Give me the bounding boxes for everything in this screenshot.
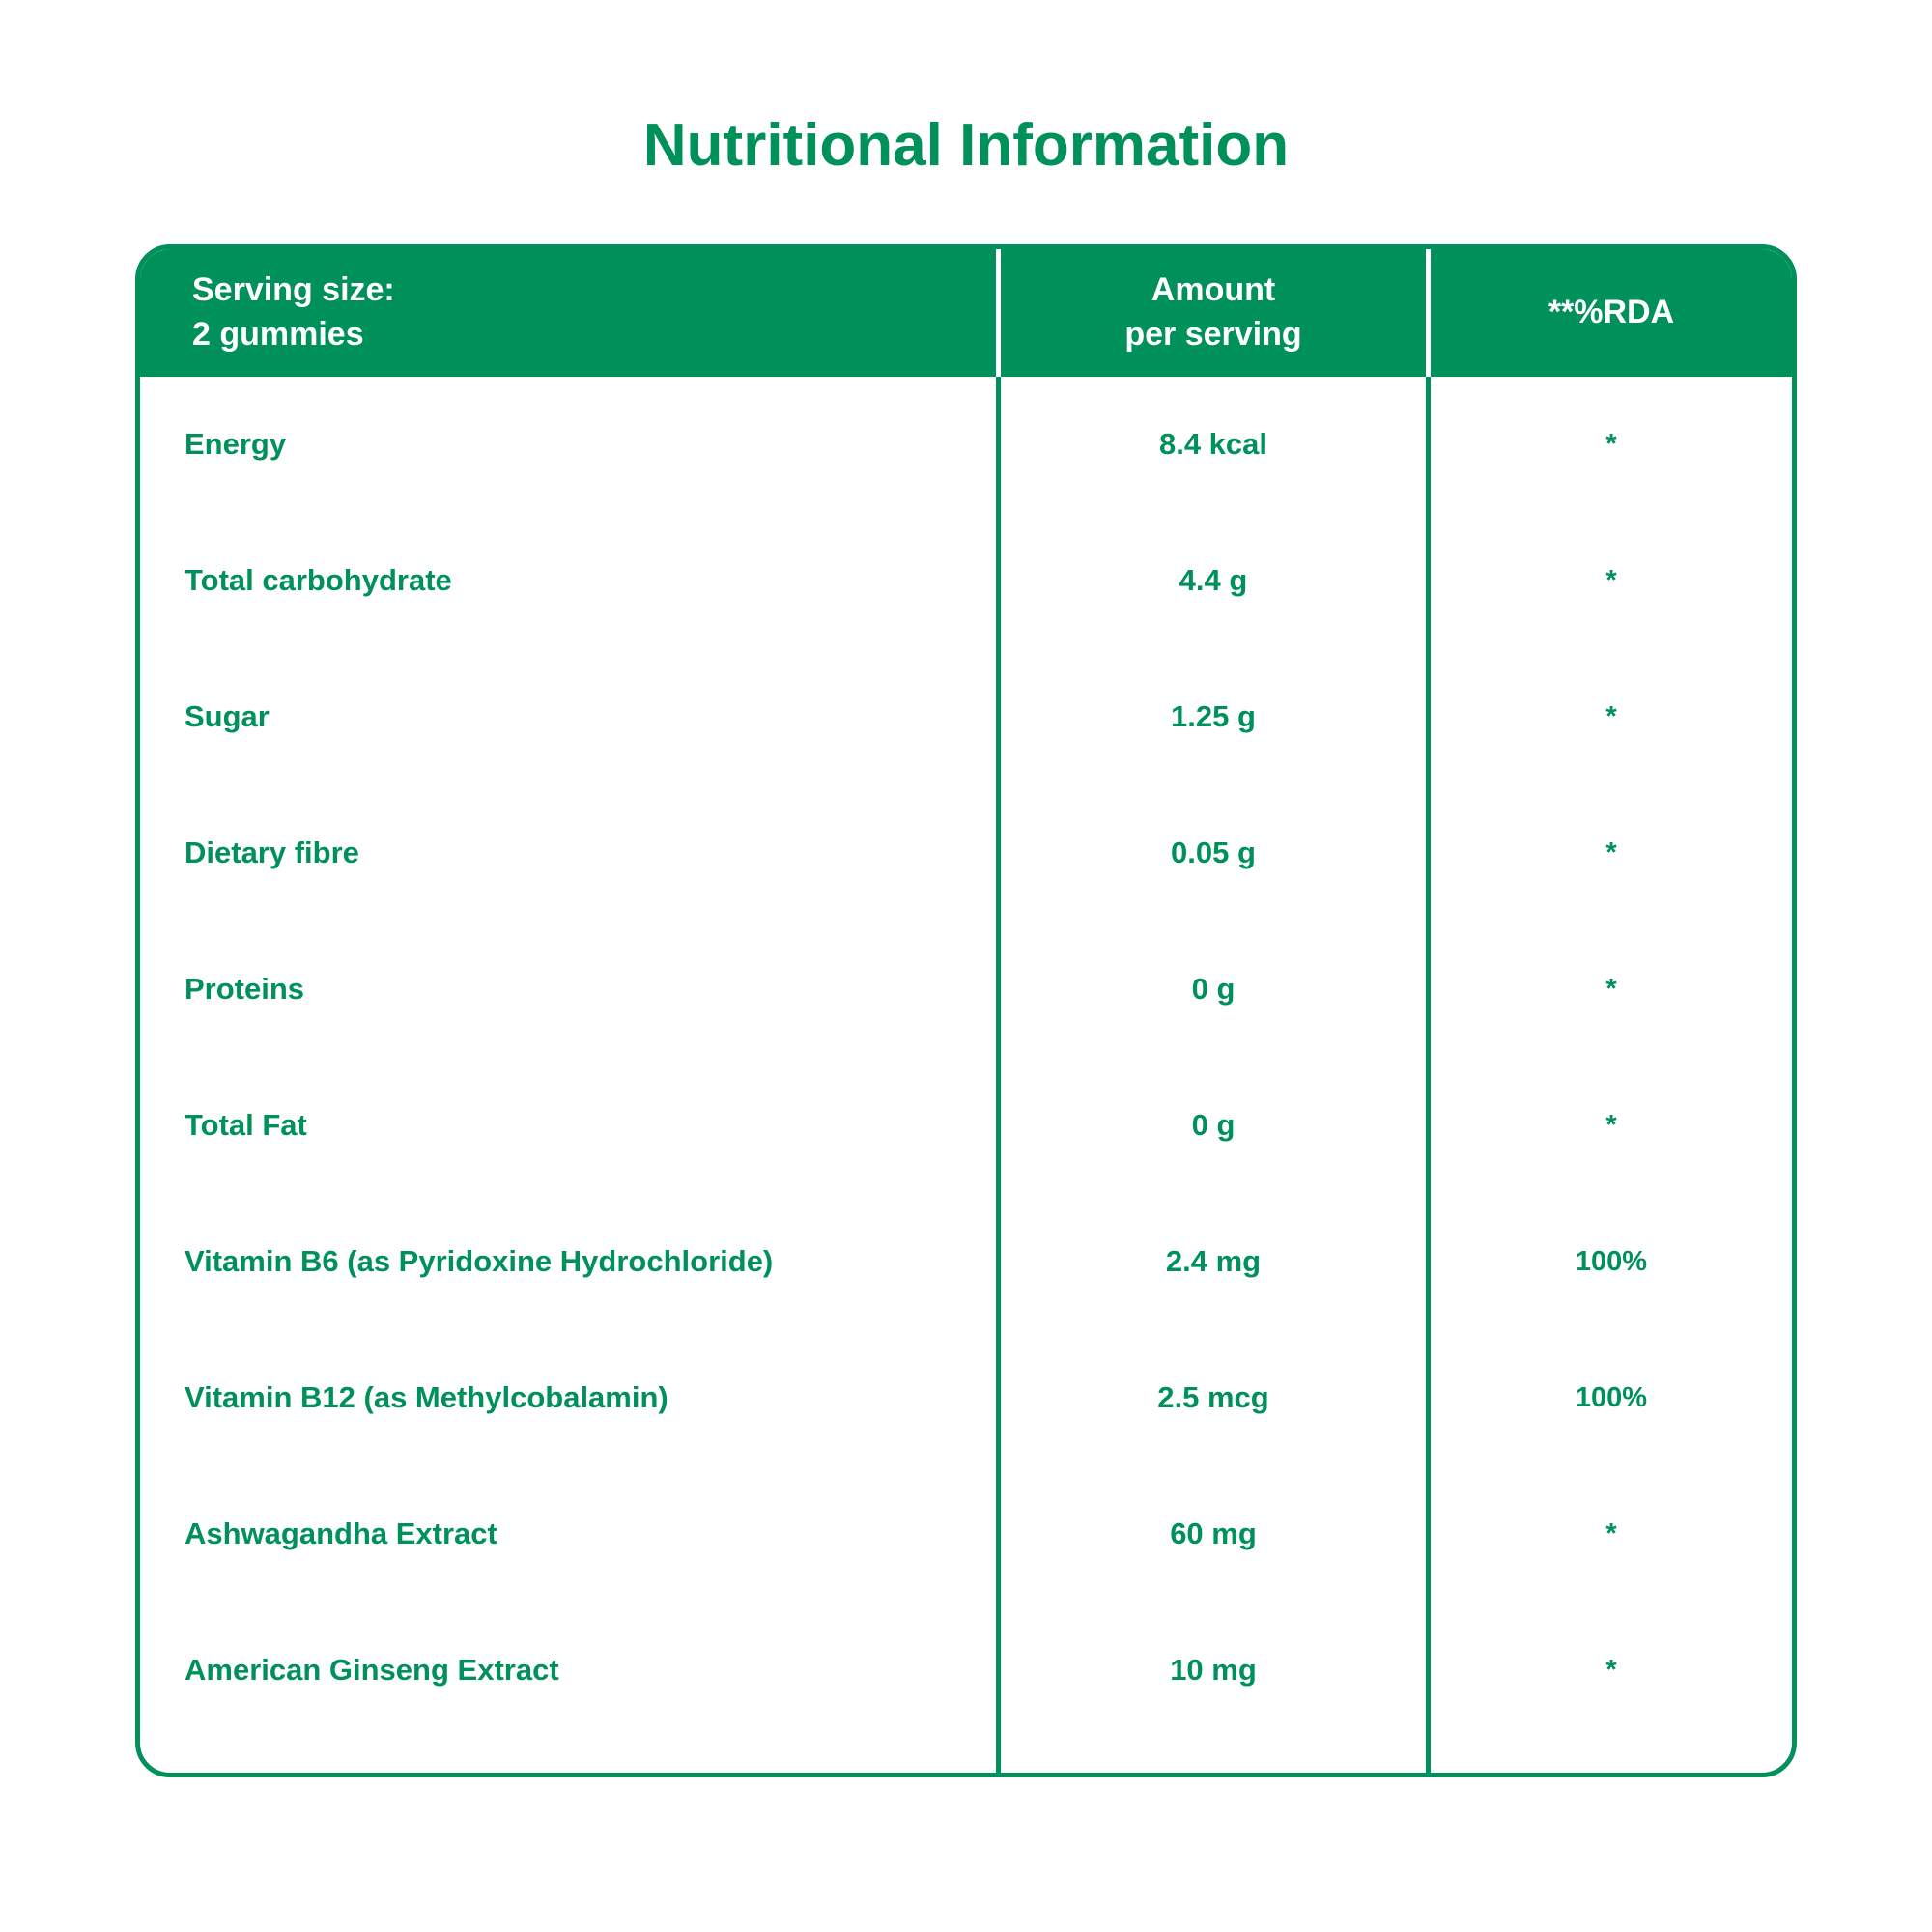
nutrient-name: Sugar <box>185 699 270 734</box>
nutrient-name: American Ginseng Extract <box>185 1653 559 1688</box>
nutrient-amount: 0.05 g <box>1171 836 1256 870</box>
nutrient-name: Total Fat <box>185 1108 307 1143</box>
nutrient-rda: * <box>1605 974 1617 1006</box>
nutrient-amount: 8.4 kcal <box>1158 427 1268 462</box>
nutrient-name: Ashwagandha Extract <box>185 1517 497 1551</box>
nutrient-amount: 0 g <box>1191 1108 1236 1143</box>
nutrient-amount: 2.5 mcg <box>1157 1380 1269 1415</box>
nutrient-name: Vitamin B6 (as Pyridoxine Hydrochloride) <box>185 1244 774 1279</box>
nutrient-rda: * <box>1605 838 1617 869</box>
nutrient-name: Proteins <box>185 972 305 1007</box>
nutrient-rda: 100% <box>1575 1382 1648 1414</box>
nutrient-rda: * <box>1605 701 1617 733</box>
column-nutrient-names: Energy Total carbohydrate Sugar Dietary fib… <box>140 377 1001 1773</box>
column-rda-values: * * * * * * 100% 100% * * <box>1431 377 1792 1773</box>
nutrient-rda: * <box>1605 1110 1617 1142</box>
nutrient-rda: * <box>1605 429 1617 461</box>
nutrient-amount: 0 g <box>1191 972 1236 1007</box>
nutrient-amount: 10 mg <box>1170 1653 1257 1688</box>
header-rda: **%RDA <box>1548 294 1675 331</box>
nutrient-rda: * <box>1605 565 1617 597</box>
nutrient-name: Dietary fibre <box>185 836 359 870</box>
nutrient-name: Total carbohydrate <box>185 563 452 598</box>
nutrient-name: Vitamin B12 (as Methylcobalamin) <box>185 1380 668 1415</box>
nutrient-rda: * <box>1605 1655 1617 1687</box>
nutrient-amount: 2.4 mg <box>1165 1244 1262 1279</box>
nutrient-amount: 60 mg <box>1170 1517 1257 1551</box>
nutrient-rda: 100% <box>1575 1246 1648 1278</box>
nutrient-amount: 1.25 g <box>1171 699 1256 734</box>
nutrient-amount: 4.4 g <box>1179 563 1248 598</box>
nutrition-table: Serving size: 2 gummies Amount per servi… <box>135 244 1797 1777</box>
nutrient-rda: * <box>1605 1519 1617 1550</box>
header-serving-size: Serving size: 2 gummies <box>140 249 1001 377</box>
header-amount-per-serving: Amount per serving <box>1001 249 1431 377</box>
table-header-row: Serving size: 2 gummies Amount per servi… <box>140 249 1792 377</box>
column-amounts: 8.4 kcal 4.4 g 1.25 g 0.05 g 0 g 0 g 2.4 mg 2.5… <box>1001 377 1431 1773</box>
page-title: Nutritional Information <box>642 112 1290 179</box>
nutrient-name: Energy <box>185 427 287 462</box>
table-body: Energy Total carbohydrate Sugar Dietary fib… <box>140 377 1792 1773</box>
